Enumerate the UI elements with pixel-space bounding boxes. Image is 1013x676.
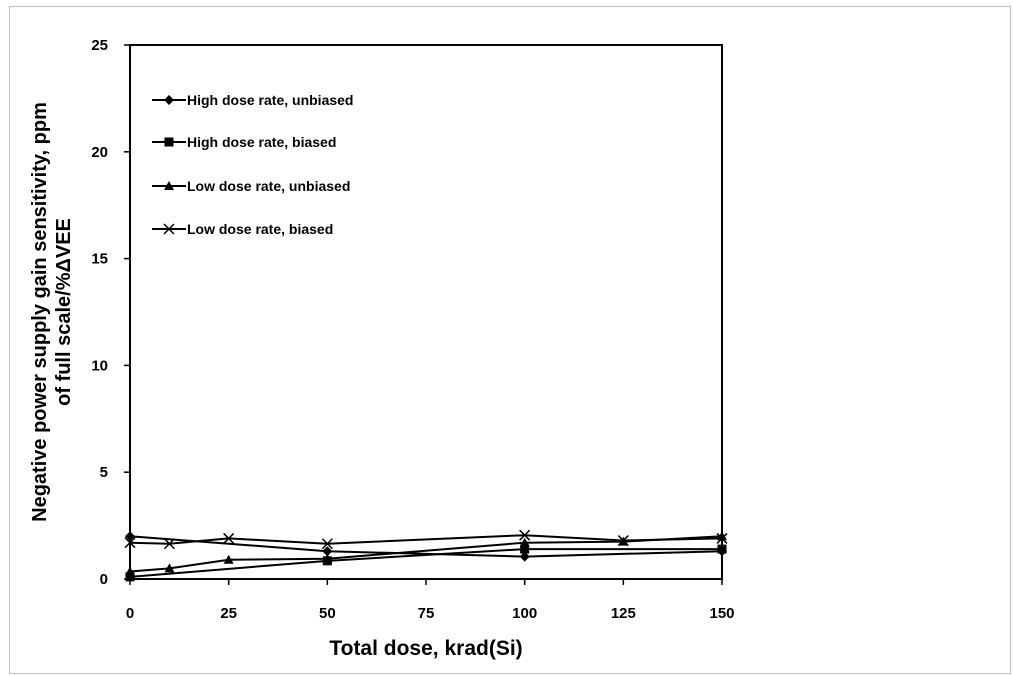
legend-marker-triangle	[164, 181, 174, 190]
x-axis-title: Total dose, krad(Si)	[329, 637, 522, 660]
legend: High dose rate, unbiased High dose rate, …	[152, 92, 353, 237]
y-tick-label: 25	[91, 37, 108, 54]
x-tick-label: 125	[611, 605, 636, 622]
data-point-diamond	[322, 546, 333, 557]
y-axis-title-line-2: of full scale/%ΔVEE	[53, 218, 75, 406]
x-tick-label: 75	[418, 605, 435, 622]
legend-marker-diamond	[164, 95, 174, 105]
data-point-triangle	[125, 566, 135, 576]
y-tick-label: 15	[91, 251, 108, 268]
y-axis-title: Negative power supply gain sensitivity, …	[29, 102, 75, 522]
chart-frame	[9, 6, 1011, 674]
x-tick-label: 50	[319, 605, 336, 622]
data-point-diamond	[519, 551, 530, 562]
data-point-triangle	[164, 563, 175, 573]
y-axis: 0 5 10 15 20 25	[91, 37, 130, 588]
data-point-diamond	[125, 531, 135, 542]
plot-area	[129, 44, 723, 580]
legend-label: High dose rate, unbiased	[187, 92, 353, 108]
y-tick-label: 5	[100, 464, 108, 481]
x-tick-label: 0	[126, 605, 134, 622]
legend-item: High dose rate, unbiased	[152, 92, 353, 108]
data-point-x	[163, 538, 175, 550]
data-point-triangle	[519, 537, 530, 547]
legend-label: High dose rate, biased	[187, 134, 336, 150]
legend-item: High dose rate, biased	[152, 134, 336, 150]
data-point-x	[124, 537, 136, 549]
data-point-x	[223, 532, 235, 544]
series-line	[129, 535, 723, 558]
legend-label: Low dose rate, biased	[187, 221, 333, 237]
data-point-x	[519, 529, 531, 541]
data-point-triangle	[322, 553, 333, 563]
x-tick-label: 150	[709, 605, 734, 622]
x-axis: 0 25 50 75 100 125 150	[126, 579, 735, 622]
y-axis-title-line-1: Negative power supply gain sensitivity, …	[29, 102, 51, 522]
x-tick-label: 25	[220, 605, 237, 622]
data-point-square	[125, 572, 135, 582]
data-point-square	[717, 544, 727, 554]
data-point-x	[321, 538, 333, 550]
data-point-x	[617, 535, 629, 547]
series-layer	[124, 529, 728, 582]
legend-marker-x	[163, 223, 175, 235]
series-line	[129, 548, 722, 578]
legend-marker-square	[164, 137, 174, 147]
series-diamond	[125, 531, 727, 562]
data-point-square	[520, 544, 530, 554]
series-x	[124, 529, 728, 550]
y-tick-label: 0	[100, 571, 108, 588]
legend-label: Low dose rate, unbiased	[187, 178, 350, 194]
legend-item: Low dose rate, biased	[152, 221, 333, 237]
y-tick-label: 10	[91, 357, 108, 374]
data-point-triangle	[223, 554, 234, 564]
legend-item: Low dose rate, unbiased	[152, 178, 350, 194]
y-tick-label: 20	[91, 144, 108, 161]
data-point-x	[716, 532, 728, 544]
x-tick-label: 100	[512, 605, 537, 622]
